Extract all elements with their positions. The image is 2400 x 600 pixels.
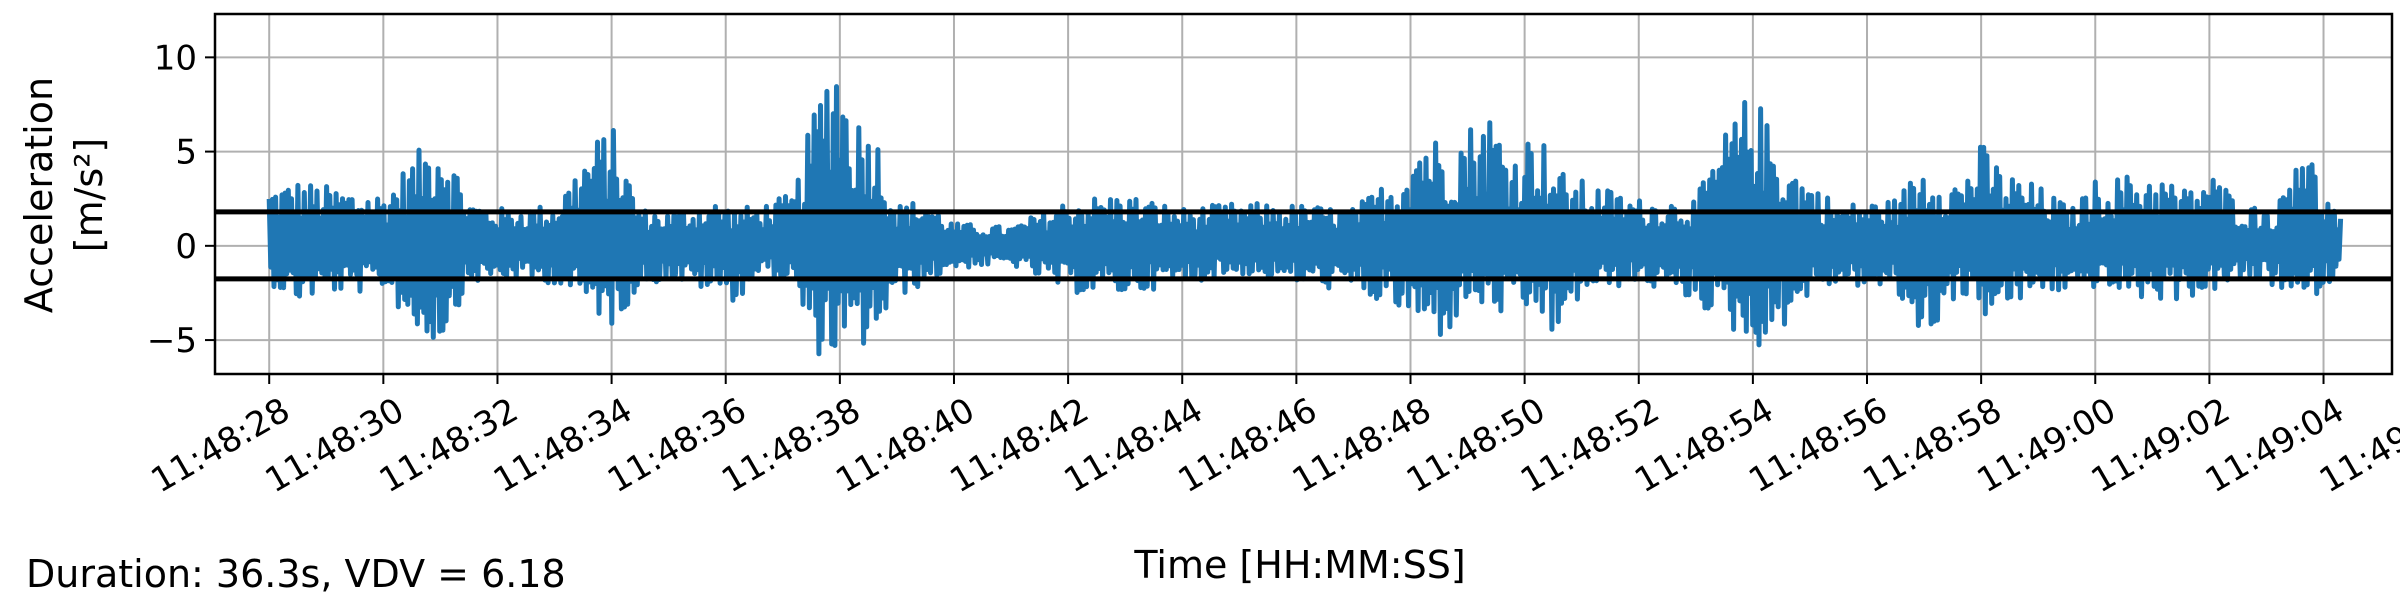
y-axis-label-line2: [m/s²] (67, 138, 111, 253)
y-axis-label: Acceleration [m/s²] (17, 77, 111, 313)
threshold-lines (215, 209, 2392, 282)
y-tick-label: −5 (147, 321, 197, 361)
y-tick-label: 5 (175, 133, 197, 173)
duration-vdv-summary: Duration: 36.3s, VDV = 6.18 (26, 552, 566, 596)
y-axis-label-line1: Acceleration (17, 77, 61, 313)
y-tick-label: 10 (154, 38, 197, 78)
grid (215, 14, 2392, 374)
x-axis-label: Time [HH:MM:SS] (1133, 543, 1465, 587)
plot-frame (213, 12, 2394, 376)
series-line-acceleration (266, 84, 2344, 357)
y-tick-label: 0 (175, 227, 197, 267)
series-layer (266, 84, 2344, 357)
